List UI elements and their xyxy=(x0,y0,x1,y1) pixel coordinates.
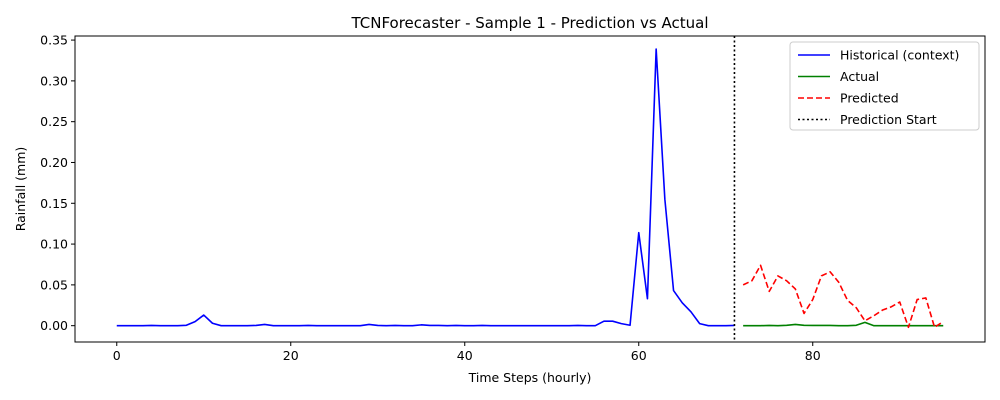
legend-frame xyxy=(789,41,980,131)
y-tick-label: 0.20 xyxy=(40,155,68,170)
legend-label: Prediction Start xyxy=(840,112,937,127)
y-axis-label: Rainfall (mm) xyxy=(13,147,28,232)
y-tick-label: 0.00 xyxy=(40,318,68,333)
y-axis: 0.00 0.05 0.10 0.15 0.20 0.25 0.30 0.35 xyxy=(40,33,75,333)
legend-label: Actual xyxy=(840,69,879,84)
series-line-historical-context xyxy=(116,48,735,327)
x-tick-label: 0 xyxy=(113,348,121,363)
y-tick-label: 0.25 xyxy=(40,114,68,129)
series-layer xyxy=(116,36,944,342)
x-tick-label: 20 xyxy=(283,348,299,363)
x-tick-label: 60 xyxy=(631,348,647,363)
chart-title: TCNForecaster - Sample 1 - Prediction vs… xyxy=(350,14,708,32)
x-tick-label: 40 xyxy=(457,348,473,363)
x-axis: 0 20 40 60 80 xyxy=(113,342,821,363)
y-tick-label: 0.15 xyxy=(40,196,68,211)
y-tick-label: 0.30 xyxy=(40,73,68,88)
series-line-actual xyxy=(743,321,944,327)
x-tick-label: 80 xyxy=(805,348,821,363)
y-tick-label: 0.35 xyxy=(40,33,68,48)
legend: Historical (context) Actual Predicted Predi… xyxy=(789,41,980,131)
y-tick-label: 0.10 xyxy=(40,237,68,252)
legend-label: Historical (context) xyxy=(840,48,959,63)
legend-label: Predicted xyxy=(840,91,899,106)
y-tick-label: 0.05 xyxy=(40,277,68,292)
x-axis-label: Time Steps (hourly) xyxy=(468,370,592,385)
